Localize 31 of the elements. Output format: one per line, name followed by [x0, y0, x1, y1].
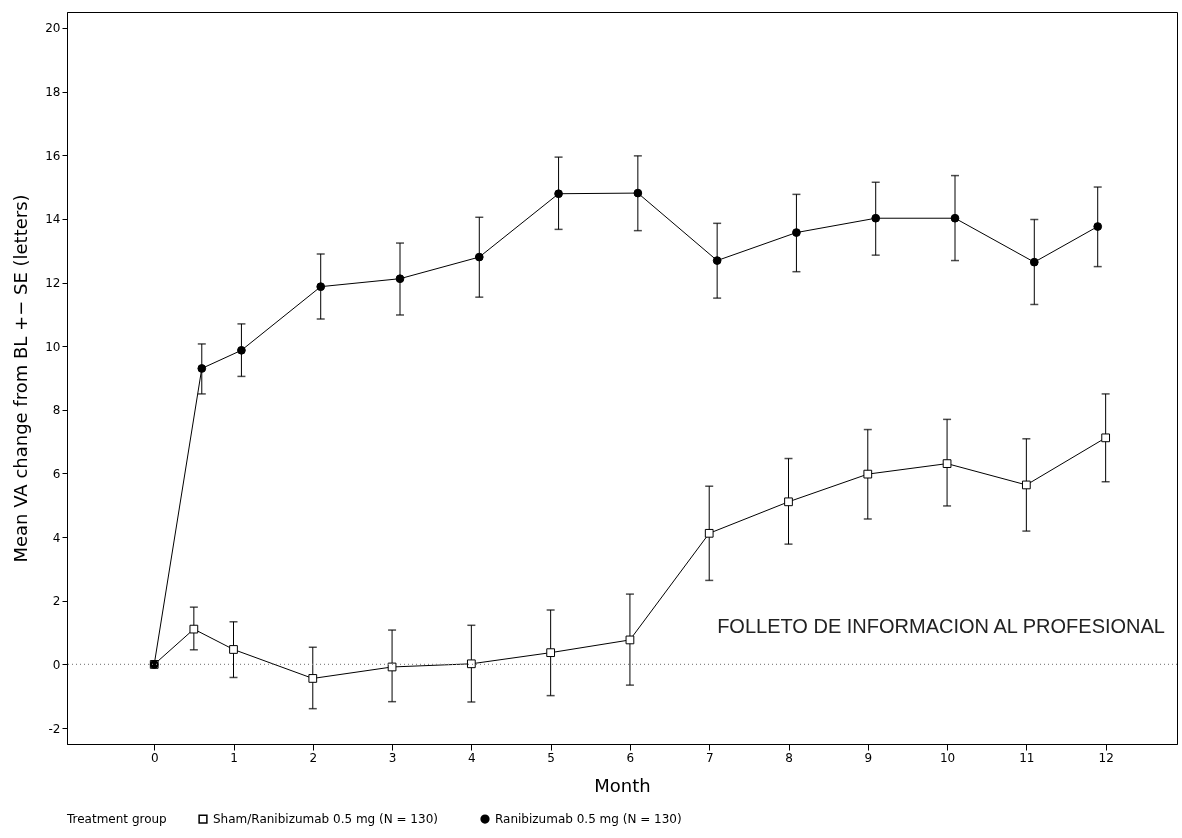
- y-axis-title: Mean VA change from BL +− SE (letters): [10, 194, 32, 563]
- y-tick-label: 8: [52, 403, 61, 418]
- x-tick-label: 4: [468, 750, 476, 765]
- x-tick-label: 10: [939, 750, 956, 765]
- annotation: FOLLETO DE INFORMACION AL PROFESIONAL: [717, 614, 1165, 637]
- x-tick-label: 5: [547, 750, 555, 765]
- y-tick-label: 0: [52, 657, 61, 672]
- x-tick-label: 3: [388, 750, 397, 765]
- y-tick-label: 12: [45, 276, 61, 291]
- x-tick-label: 12: [1098, 750, 1114, 765]
- y-tick-label: 20: [45, 21, 61, 36]
- x-tick-label: 0: [150, 750, 159, 765]
- y-tick-label: 4: [52, 530, 61, 545]
- y-tick-label: -2: [48, 721, 61, 736]
- x-axis-title: Month: [594, 774, 651, 796]
- x-tick-label: 1: [230, 750, 238, 765]
- y-tick-label: 2: [52, 594, 61, 609]
- x-tick-label: 7: [705, 750, 714, 765]
- legend-label: Sham/Ranibizumab 0.5 mg (N = 130): [213, 812, 438, 827]
- legend-label: Ranibizumab 0.5 mg (N = 130): [495, 812, 682, 827]
- y-tick-label: 14: [45, 212, 61, 227]
- x-tick-label: 11: [1019, 750, 1035, 765]
- x-tick-label: 2: [309, 750, 318, 765]
- x-tick-label: 8: [785, 750, 793, 765]
- y-tick-label: 6: [52, 466, 61, 481]
- x-tick-label: 9: [864, 750, 873, 765]
- x-tick-label: 6: [626, 750, 635, 765]
- y-tick-label: 10: [45, 339, 61, 354]
- y-tick-label: 16: [45, 148, 61, 163]
- y-tick-label: 18: [45, 85, 61, 100]
- legend-title: Treatment group: [66, 812, 167, 826]
